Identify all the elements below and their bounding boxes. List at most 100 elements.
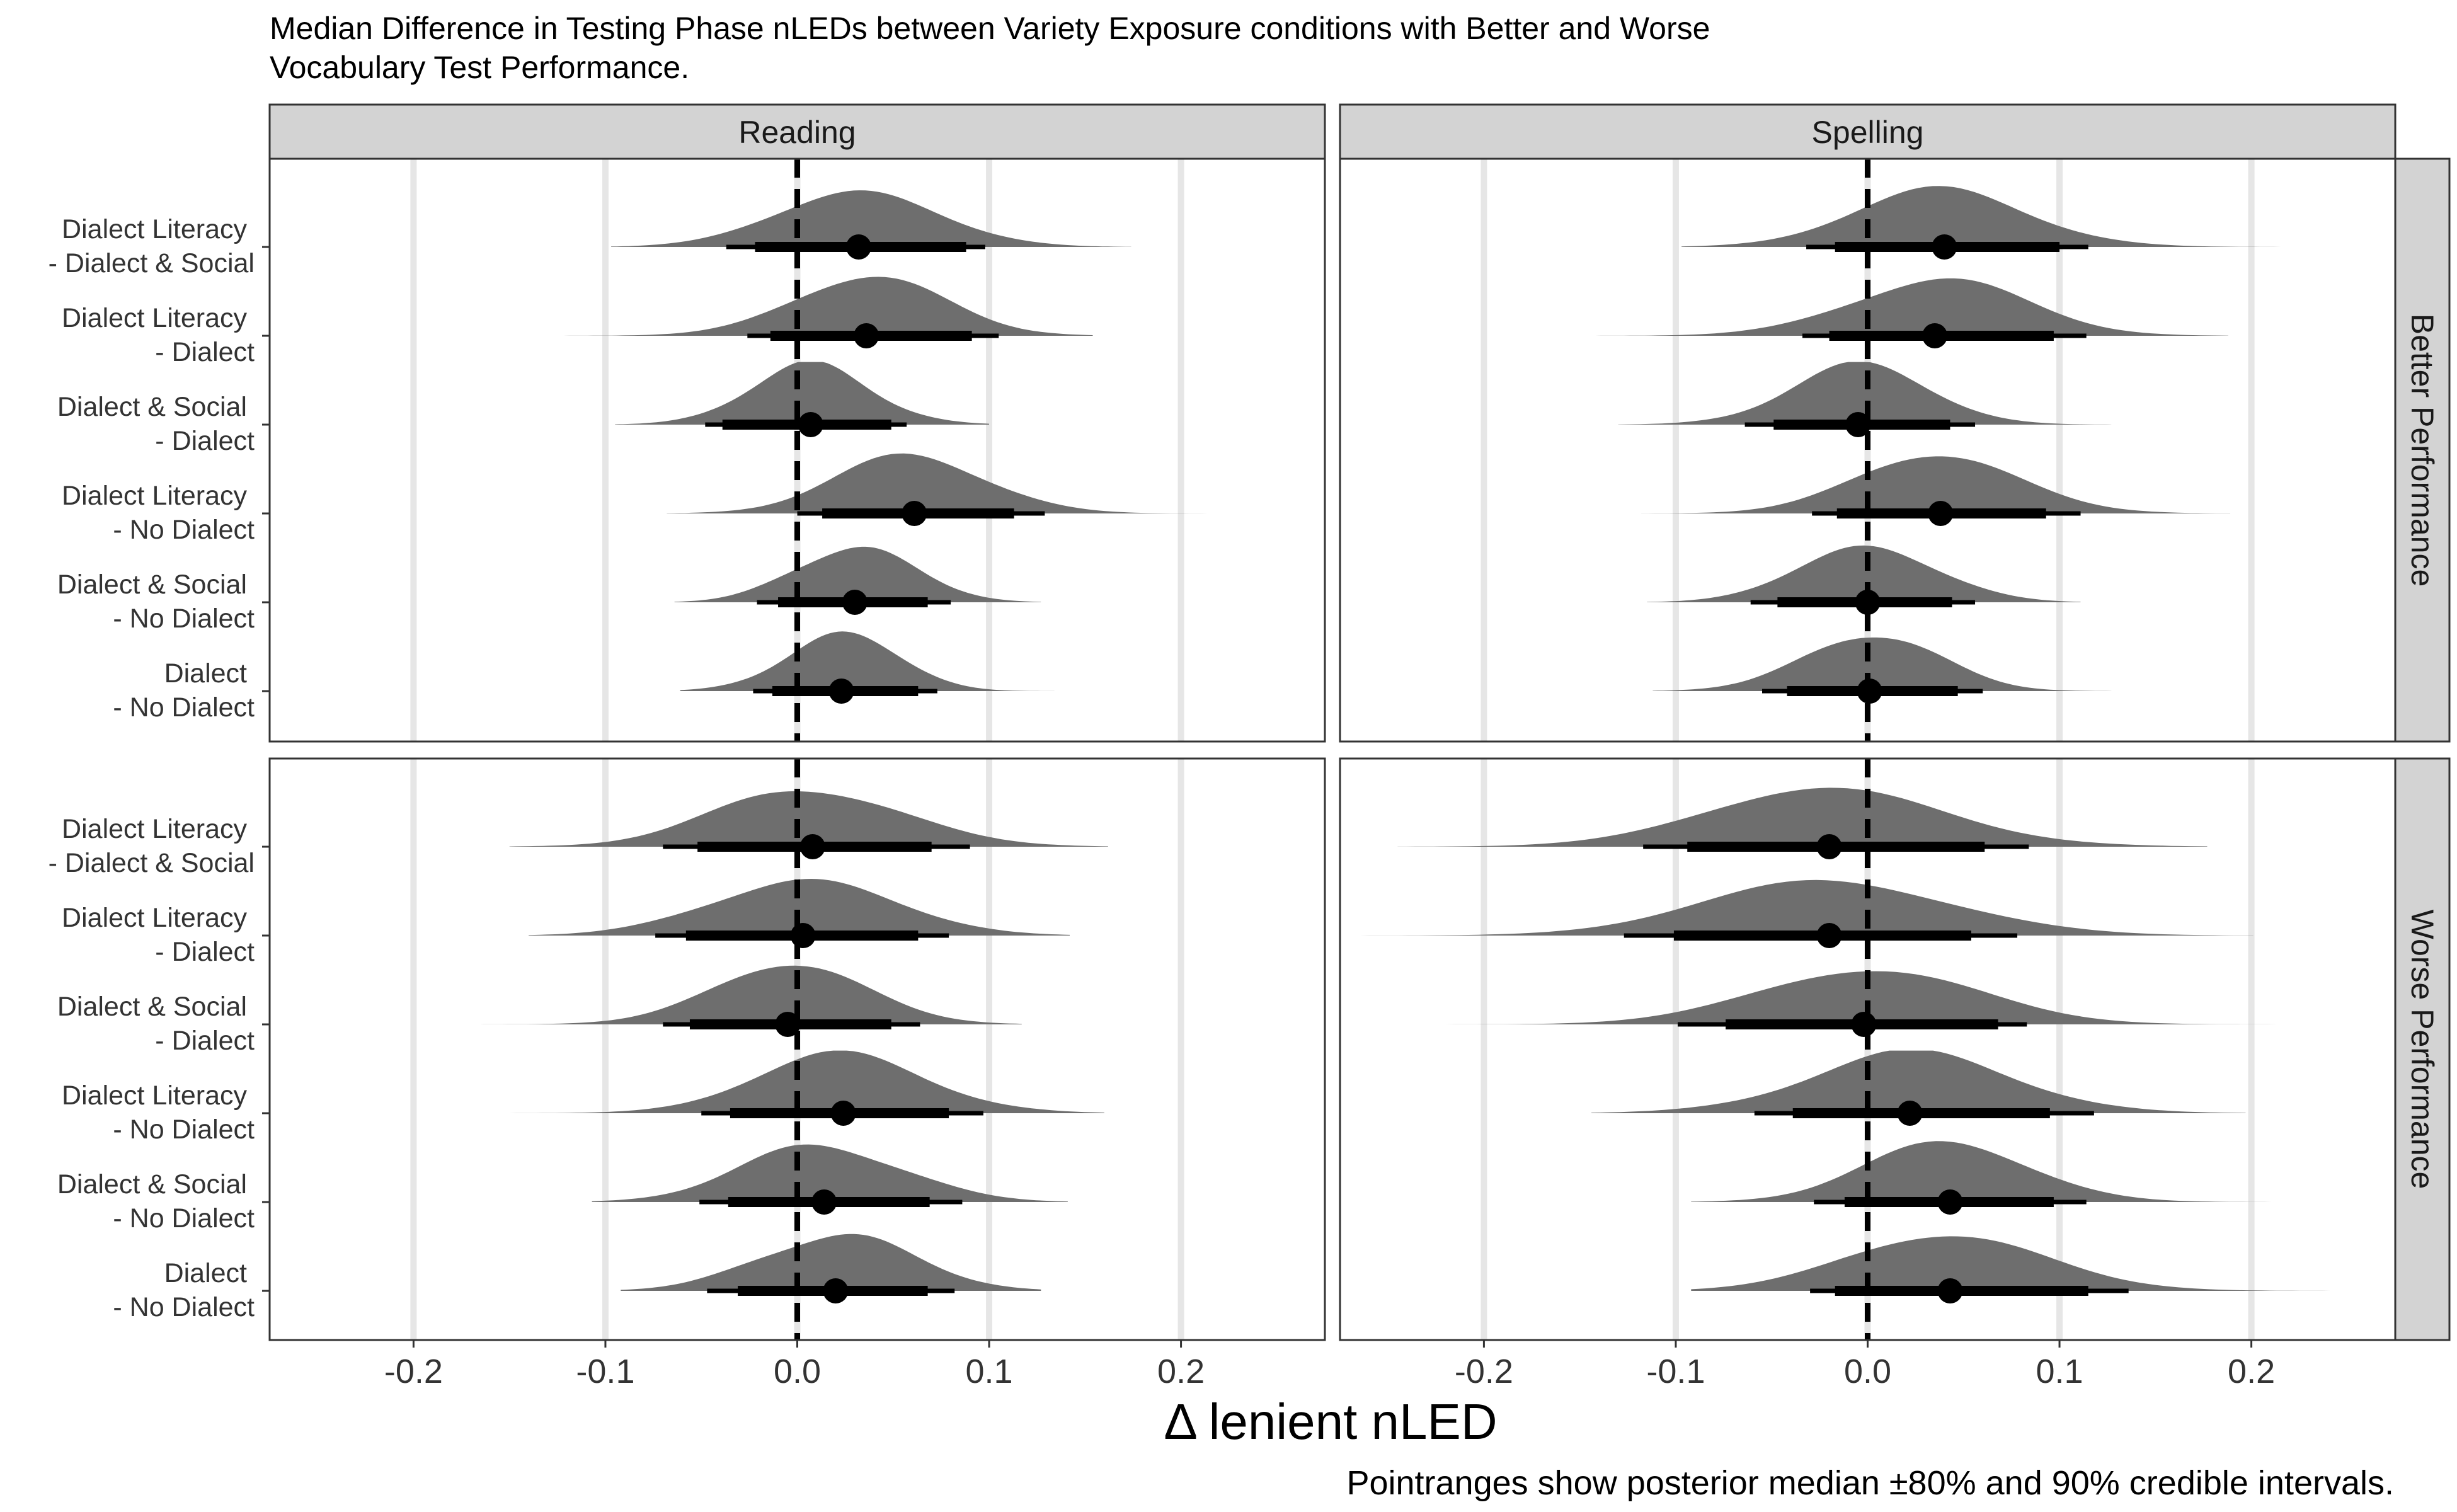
median-point (1851, 1012, 1877, 1037)
density-ridge (1359, 879, 2254, 936)
facet-strip-worse-performance (2394, 757, 2451, 1341)
y-tick-label: - Dialect & Social (49, 248, 255, 278)
density-ridge (1618, 362, 2112, 425)
y-tick-label: Dialect & Social (57, 992, 247, 1022)
plot-area: Reading Spelling Better Performance Worse P… (49, 103, 2451, 1390)
y-tick-label: Dialect & Social (57, 570, 247, 600)
x-tick-label: -0.2 (384, 1353, 443, 1390)
facet-panel-spelling-better-performance (1339, 158, 2397, 743)
y-tick-label: Dialect Literacy (62, 903, 247, 933)
density-ridge (680, 631, 1055, 691)
density-ridge (1591, 1050, 2246, 1113)
density-ridge (674, 546, 1041, 602)
y-tick-label: Dialect Literacy (62, 214, 247, 244)
x-tick-label: 0.0 (774, 1353, 821, 1390)
y-tick-label: Dialect Literacy (62, 481, 247, 511)
y-tick-label: - No Dialect (113, 515, 255, 545)
density-ridge (615, 362, 989, 425)
density-ridge (1652, 637, 2112, 691)
median-point (790, 923, 816, 948)
density-ridge (509, 791, 1108, 847)
median-point (1855, 590, 1881, 615)
density-ridge (611, 190, 1131, 247)
median-point (1857, 679, 1882, 704)
facet-strip-label: Reading (738, 115, 856, 150)
y-tick-label: - No Dialect (113, 604, 255, 634)
density-ridge (509, 1050, 1104, 1113)
median-point (1816, 834, 1842, 859)
y-tick-label: - No Dialect (113, 1203, 255, 1234)
x-tick-label: 0.2 (1157, 1353, 1205, 1390)
y-tick-label: Dialect & Social (57, 1169, 247, 1200)
facet-panel-spelling-worse-performance: -0.2 -0.1 0.0 0.1 0.2 (1339, 757, 2397, 1390)
median-point (830, 1101, 856, 1126)
y-tick-label: Dialect (164, 1258, 247, 1288)
chart-title: Median Difference in Testing Phase nLEDs… (270, 11, 1710, 46)
y-tick-label: Dialect & Social (57, 392, 247, 422)
facet-strip-label: Better Performance (2405, 314, 2440, 587)
median-point (775, 1012, 801, 1037)
y-tick-label: - Dialect & Social (49, 848, 255, 878)
x-tick-label: -0.1 (1646, 1353, 1705, 1390)
density-ridge (1595, 278, 2228, 336)
y-tick-label: Dialect Literacy (62, 1080, 247, 1111)
chart-title-line-2: Vocabulary Test Performance. (270, 50, 689, 85)
facet-strip-spelling (1339, 103, 2397, 160)
x-tick-label: -0.2 (1455, 1353, 1513, 1390)
density-ridge (557, 277, 1093, 336)
median-point (828, 679, 854, 704)
y-tick-label: - No Dialect (113, 692, 255, 723)
median-point (1816, 923, 1842, 948)
x-tick-label: 0.1 (966, 1353, 1013, 1390)
y-tick-label: Dialect Literacy (62, 814, 247, 844)
median-point (902, 501, 927, 526)
density-ridge (471, 965, 1022, 1024)
median-point (1928, 501, 1954, 526)
density-ridge (667, 453, 1214, 513)
median-point (823, 1278, 849, 1303)
median-point (854, 323, 879, 348)
density-ridge (621, 1234, 1041, 1291)
median-point (1932, 234, 1957, 260)
x-axis-label: Δ lenient nLED (1164, 1394, 1497, 1450)
x-tick-label: 0.1 (2036, 1353, 2083, 1390)
x-tick-label: -0.1 (576, 1353, 634, 1390)
median-point (1845, 412, 1871, 437)
median-point (799, 834, 825, 859)
facet-strip-label: Spelling (1812, 115, 1924, 150)
median-point (1937, 1189, 1963, 1215)
y-tick-label: - No Dialect (113, 1114, 255, 1145)
facet-panel-reading-worse-performance: Dialect Literacy - Dialect & Social Dialec… (49, 757, 1326, 1390)
chart-caption: Pointranges show posterior median ±80% a… (1346, 1464, 2394, 1502)
y-tick-label: - Dialect (155, 337, 255, 367)
density-ridge (1691, 1141, 2321, 1202)
median-point (842, 590, 868, 615)
facet-panel-reading-better-performance: Dialect Literacy - Dialect & Social Dialec… (49, 158, 1326, 743)
y-tick-label: - Dialect (155, 426, 255, 456)
facet-strip-label: Worse Performance (2405, 910, 2440, 1189)
density-ridge (1445, 971, 2327, 1024)
density-ridge (1681, 186, 2309, 247)
density-ridge (1641, 456, 2231, 513)
y-tick-label: Dialect (164, 658, 247, 689)
y-tick-label: Dialect Literacy (62, 303, 247, 333)
facet-strip-better-performance (2394, 158, 2451, 743)
density-ridge (1397, 788, 2208, 847)
x-tick-label: 0.0 (1844, 1353, 1891, 1390)
x-tick-label: 0.2 (2228, 1353, 2275, 1390)
median-point (1937, 1278, 1963, 1303)
median-point (811, 1189, 837, 1215)
density-ridge (529, 879, 1070, 936)
y-tick-label: - Dialect (155, 937, 255, 967)
density-ridge (592, 1144, 1068, 1202)
median-point (1922, 323, 1948, 348)
panel-border (268, 158, 1326, 743)
density-ridge (1647, 545, 2081, 602)
facet-strip-reading (268, 103, 1326, 160)
y-tick-label: - Dialect (155, 1026, 255, 1056)
panel-border (1339, 158, 2397, 743)
density-ridge (1691, 1236, 2376, 1291)
median-point (798, 412, 823, 437)
median-point (1897, 1101, 1923, 1126)
